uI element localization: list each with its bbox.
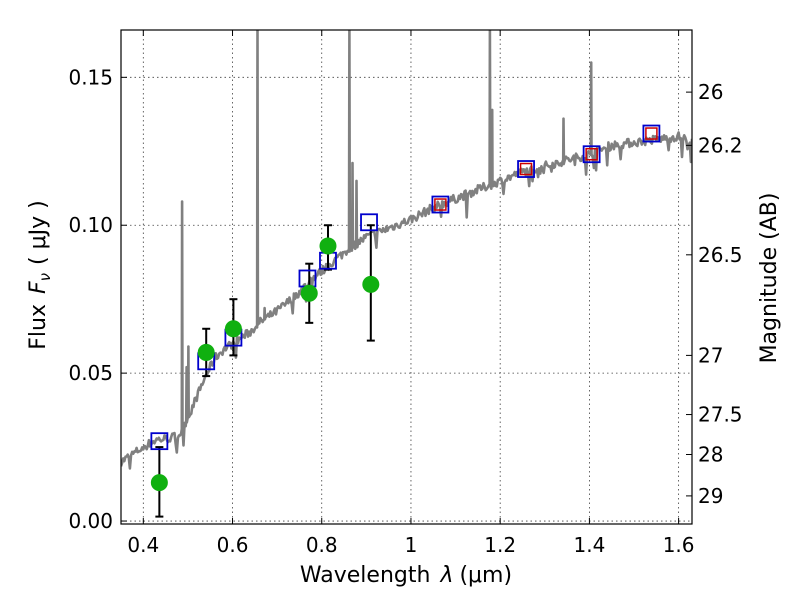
y2-tick-label: 26 [698,80,723,104]
y-tick-label: 0.05 [68,361,113,385]
model-point-inner-box [645,127,658,140]
model-point-box [642,124,661,143]
y2-tick-label: 27 [698,343,723,367]
sed-spectrum-layer [121,30,692,470]
x-tick-label: 1.6 [663,533,695,557]
observed-photometry-layer [150,237,380,492]
y2-tick-label: 26.5 [698,243,743,267]
observed-point [197,343,215,361]
y-tick-label: 0.15 [68,65,113,89]
model-point-box [150,432,169,451]
x-tick-labels: 0.4 0.6 0.8 1 1.2 1.4 1.6 [127,533,694,557]
x-tick-label: 1 [405,533,418,557]
model-point-box [360,213,378,232]
y2-tick-label: 26.2 [698,133,743,157]
x-tick-label: 1.2 [484,533,516,557]
model-point-inner-box [585,147,598,161]
observed-point [319,237,337,255]
model-point-box [431,195,450,214]
y-tick-label: 0.10 [68,213,113,237]
y-tick-labels: 0.00 0.05 0.10 0.15 [68,65,113,533]
model-point-inner-box [434,198,447,211]
y2-tick-label: 29 [698,484,723,508]
model-point-inner-box [519,162,533,176]
tick-marks [121,30,692,524]
observed-point [362,275,380,293]
y2-axis-label: Magnitude (AB) [757,193,782,364]
plot-frame [120,29,693,525]
grid-lines [121,30,692,524]
y-tick-label: 0.00 [68,509,113,533]
observed-point [150,474,168,492]
y2-tick-labels: 26 26.2 26.5 27 27.5 28 29 [698,80,743,508]
observed-point [300,284,318,302]
x-axis-label: Wavelength λ (μm) [300,563,512,588]
x-tick-label: 1.4 [573,533,605,557]
x-tick-label: 0.6 [217,533,249,557]
y2-tick-label: 27.5 [698,403,743,427]
model-point-box [517,160,535,178]
sed-line [121,30,692,470]
observed-point [224,320,242,338]
x-tick-label: 0.8 [306,533,338,557]
y-axis-label: FluxFν( μJy ) [26,200,54,349]
y2-tick-label: 28 [698,442,723,466]
x-tick-label: 0.4 [127,533,159,557]
model-point-box [582,145,601,164]
